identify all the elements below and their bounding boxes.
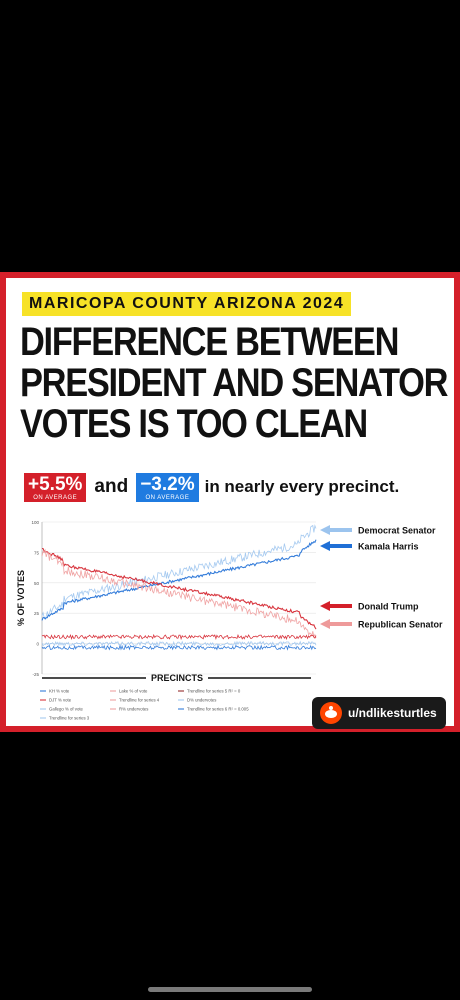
y-tick-label-3: 25 — [34, 611, 40, 616]
series-line-1 — [41, 539, 317, 621]
summary-line: +5.5% ON AVERAGE and −3.2% ON AVERAGE in… — [24, 470, 399, 504]
y-tick-labels: 100 75 50 25 0 -25 — [31, 520, 39, 677]
chart-legend: KH % vote DJT % vote Gallego % of vote Tren… — [40, 689, 249, 721]
legend-label-4: Lake % of vote — [119, 689, 148, 694]
legend-label-8: D% undervotes — [187, 698, 216, 703]
series-label-3: Republican Senator — [358, 620, 443, 630]
y-tick-label-0: 100 — [31, 520, 39, 525]
difference-line-2 — [41, 644, 317, 651]
y-tick-label-4: 0 — [36, 642, 39, 647]
series-arrow-icon-1 — [320, 541, 352, 551]
series-line-0 — [41, 524, 317, 619]
headline: DIFFERENCE BETWEEN PRESIDENT AND SENATOR… — [20, 320, 448, 446]
series-arrow-icon-2 — [320, 601, 352, 611]
democrat-difference-pill: −3.2% ON AVERAGE — [136, 472, 199, 502]
difference-line-1 — [41, 640, 317, 647]
difference-line-0 — [41, 633, 317, 641]
reddit-logo-icon — [320, 702, 342, 724]
series-arrow-icon-0 — [320, 525, 352, 535]
republican-difference-value: +5.5% — [28, 473, 83, 495]
legend-label-7: Trendline for series 5 R² = 0 — [187, 689, 241, 694]
home-indicator[interactable] — [148, 987, 312, 992]
headline-line-1: DIFFERENCE BETWEEN — [20, 320, 399, 364]
summary-tail-text: in nearly every precinct. — [204, 477, 400, 496]
democrat-difference-value: −3.2% — [140, 473, 195, 495]
infographic-card: MARICOPA COUNTY ARIZONA 2024 DIFFERENCE … — [0, 272, 460, 732]
reddit-credit[interactable]: u/ndlikesturtles — [312, 697, 446, 729]
x-axis-label: PRECINCTS — [151, 673, 203, 683]
democrat-difference-caption: ON AVERAGE — [145, 494, 190, 501]
reddit-username: u/ndlikesturtles — [348, 706, 437, 720]
series-arrow-icon-3 — [320, 619, 352, 629]
y-axis-label: % OF VOTES — [16, 570, 26, 626]
headline-line-3: VOTES IS TOO CLEAN — [20, 402, 368, 446]
legend-label-5: Trendline for series 4 — [119, 698, 160, 703]
series-label-0: Democrat Senator — [358, 526, 436, 536]
series-line-2 — [41, 547, 317, 630]
legend-label-6: R% undervotes — [119, 707, 148, 712]
y-tick-label-5: -25 — [32, 672, 39, 677]
republican-difference-caption: ON AVERAGE — [33, 494, 78, 501]
series-line-3 — [41, 548, 317, 639]
headline-line-2: PRESIDENT AND SENATOR — [20, 361, 448, 405]
legend-label-9: Trendline for series 6 R² = 0.005 — [187, 707, 249, 712]
y-tick-label-1: 75 — [34, 550, 40, 555]
county-year-tag: MARICOPA COUNTY ARIZONA 2024 — [22, 292, 352, 316]
votes-chart: 100 75 50 25 0 -25 % OF VOTES Democrat Senato… — [16, 520, 443, 721]
legend-label-3: Trendline for series 3 — [49, 716, 90, 721]
y-tick-label-2: 50 — [34, 581, 40, 586]
and-text: and — [94, 476, 129, 497]
legend-label-0: KH % vote — [49, 689, 70, 694]
republican-difference-pill: +5.5% ON AVERAGE — [24, 472, 87, 502]
legend-label-1: DJT % vote — [49, 698, 72, 703]
series-label-1: Kamala Harris — [358, 542, 419, 552]
series-label-2: Donald Trump — [358, 602, 419, 612]
series-labels: Democrat Senator Kamala Harris Donald Trum… — [320, 525, 443, 630]
series-lines — [41, 524, 317, 651]
legend-label-2: Gallego % of vote — [49, 707, 84, 712]
